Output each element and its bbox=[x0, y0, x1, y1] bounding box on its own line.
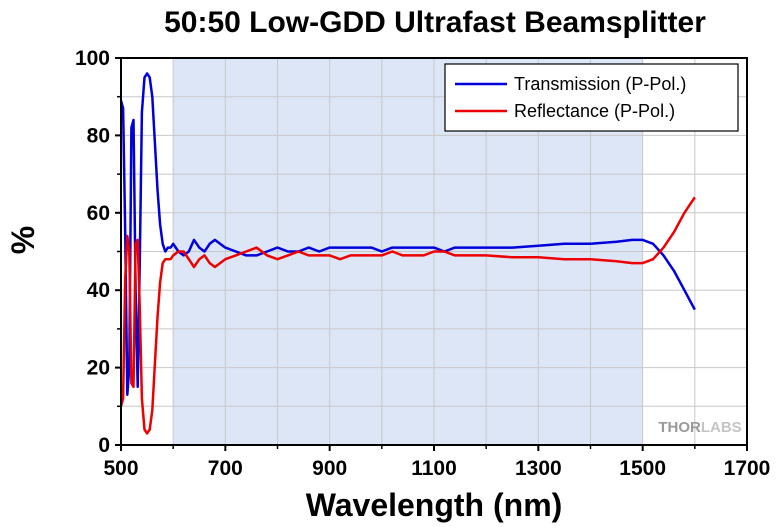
legend-box bbox=[444, 63, 739, 132]
series-line-transmission bbox=[119, 72, 696, 396]
legend-label-transmission: Transmission (P-Pol.) bbox=[514, 74, 686, 94]
series-line-reflectance bbox=[119, 196, 696, 435]
x-tick-label: 1300 bbox=[515, 457, 562, 480]
y-tick-label: 0 bbox=[98, 434, 110, 457]
x-tick-label: 900 bbox=[312, 457, 347, 480]
x-tick-label: 500 bbox=[103, 457, 138, 480]
legend: Transmission (P-Pol.) Reflectance (P-Pol… bbox=[444, 63, 739, 132]
y-axis-label: % bbox=[5, 226, 41, 254]
x-tick-label: 700 bbox=[208, 457, 243, 480]
axis-ticks: 500 700 900 1100 1300 1500 1700 0 20 40 60 80 100 bbox=[75, 47, 770, 480]
series-layer bbox=[119, 72, 696, 435]
thorlabs-watermark: THORLABS bbox=[658, 419, 741, 436]
y-tick-label: 60 bbox=[87, 202, 110, 225]
x-tick-label: 1100 bbox=[411, 457, 457, 480]
watermark-part2: LABS bbox=[701, 419, 742, 436]
y-tick-label: 20 bbox=[87, 357, 110, 380]
y-tick-label: 100 bbox=[75, 47, 110, 70]
x-tick-label: 1700 bbox=[724, 457, 771, 480]
x-tick-label: 1500 bbox=[619, 457, 666, 480]
svg-text:THORLABS: THORLABS bbox=[658, 419, 741, 436]
y-tick-label: 80 bbox=[87, 124, 110, 147]
grid bbox=[121, 58, 747, 445]
x-axis-label: Wavelength (nm) bbox=[306, 487, 563, 523]
y-tick-label: 40 bbox=[87, 279, 110, 302]
chart-title: 50:50 Low-GDD Ultrafast Beamsplitter bbox=[164, 6, 706, 39]
watermark-part1: THOR bbox=[658, 419, 701, 436]
legend-label-reflectance: Reflectance (P-Pol.) bbox=[514, 101, 675, 121]
